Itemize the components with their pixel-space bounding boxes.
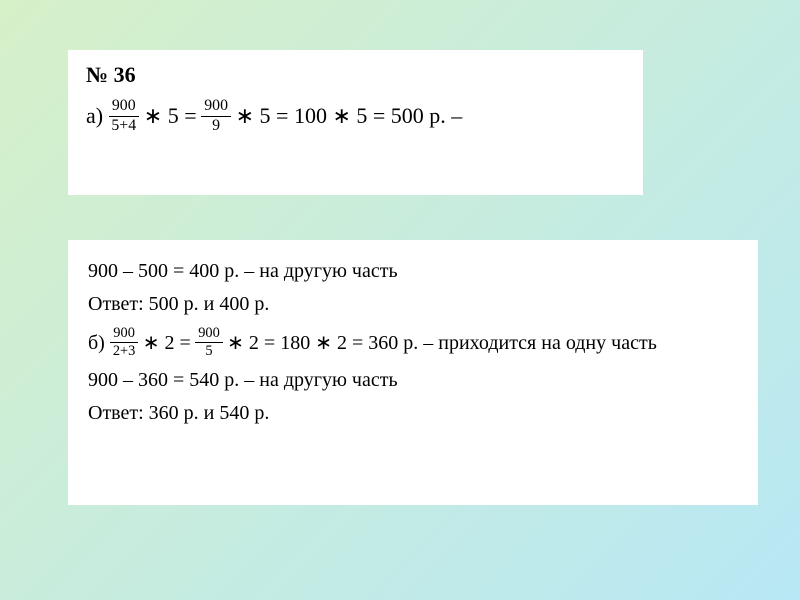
line-a-remainder: 900 – 500 = 400 р. – на другую часть (88, 260, 738, 283)
answer-a: Ответ: 500 р. и 400 р. (88, 293, 738, 316)
fraction-a1-den: 5+4 (108, 117, 139, 135)
top-panel: № 36 а) 900 5+4 ∗ 5 = 900 9 ∗ 5 = 100 ∗ … (68, 50, 643, 195)
rest-a: ∗ 5 = 100 ∗ 5 = 500 р. – (236, 103, 463, 129)
line-b-remainder: 900 – 360 = 540 р. – на другую часть (88, 369, 738, 392)
fraction-b1-num: 900 (110, 326, 138, 343)
fraction-b2-den: 5 (202, 343, 215, 359)
fraction-b1-den: 2+3 (110, 343, 139, 359)
label-a: а) (86, 103, 103, 129)
fraction-a2-den: 9 (209, 117, 223, 135)
bottom-panel: 900 – 500 = 400 р. – на другую часть Отв… (68, 240, 758, 505)
fraction-a2: 900 9 (201, 98, 231, 134)
fraction-a2-num: 900 (201, 98, 231, 117)
equation-a: а) 900 5+4 ∗ 5 = 900 9 ∗ 5 = 100 ∗ 5 = 5… (86, 98, 625, 134)
problem-number: № 36 (86, 62, 625, 88)
fraction-b1: 900 2+3 (110, 326, 139, 359)
fraction-b2: 900 5 (195, 326, 223, 359)
mult-b1: ∗ 2 = (143, 331, 191, 355)
answer-b: Ответ: 360 р. и 540 р. (88, 402, 738, 425)
label-b: б) (88, 331, 105, 355)
rest-b: ∗ 2 = 180 ∗ 2 = 360 р. – приходится на о… (227, 331, 657, 355)
mult-a1: ∗ 5 = (144, 103, 197, 129)
fraction-a1: 900 5+4 (108, 98, 139, 134)
equation-b: б) 900 2+3 ∗ 2 = 900 5 ∗ 2 = 180 ∗ 2 = 3… (88, 326, 738, 359)
fraction-b2-num: 900 (195, 326, 223, 343)
fraction-a1-num: 900 (109, 98, 139, 117)
